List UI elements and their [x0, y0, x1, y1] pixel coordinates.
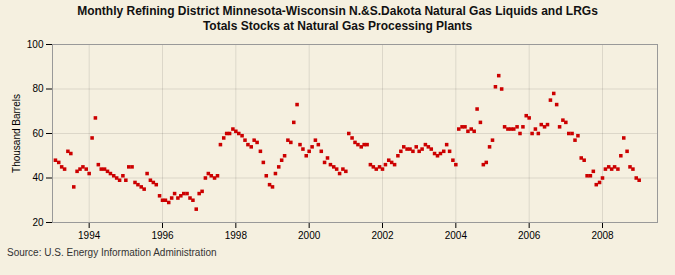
svg-text:Thousand Barrels: Thousand Barrels — [11, 94, 22, 173]
svg-text:40: 40 — [32, 172, 44, 183]
svg-text:2002: 2002 — [371, 230, 394, 241]
svg-text:2006: 2006 — [518, 230, 541, 241]
svg-text:1996: 1996 — [151, 230, 174, 241]
svg-text:1994: 1994 — [78, 230, 101, 241]
html-text:Monthly Refining District Minn: Monthly Refining District Minnesota-Wisc… — [77, 4, 598, 33]
svg-text:2004: 2004 — [445, 230, 468, 241]
svg-text:1998: 1998 — [225, 230, 248, 241]
svg-text:2000: 2000 — [298, 230, 321, 241]
svg-text:100: 100 — [27, 39, 44, 50]
svg-text:2008: 2008 — [591, 230, 614, 241]
html-text:Source: U.S. Energy Informatio: Source: U.S. Energy Information Administ… — [7, 247, 217, 258]
svg-text:20: 20 — [32, 217, 44, 228]
svg-text:60: 60 — [32, 128, 44, 139]
svg-text:80: 80 — [32, 83, 44, 94]
